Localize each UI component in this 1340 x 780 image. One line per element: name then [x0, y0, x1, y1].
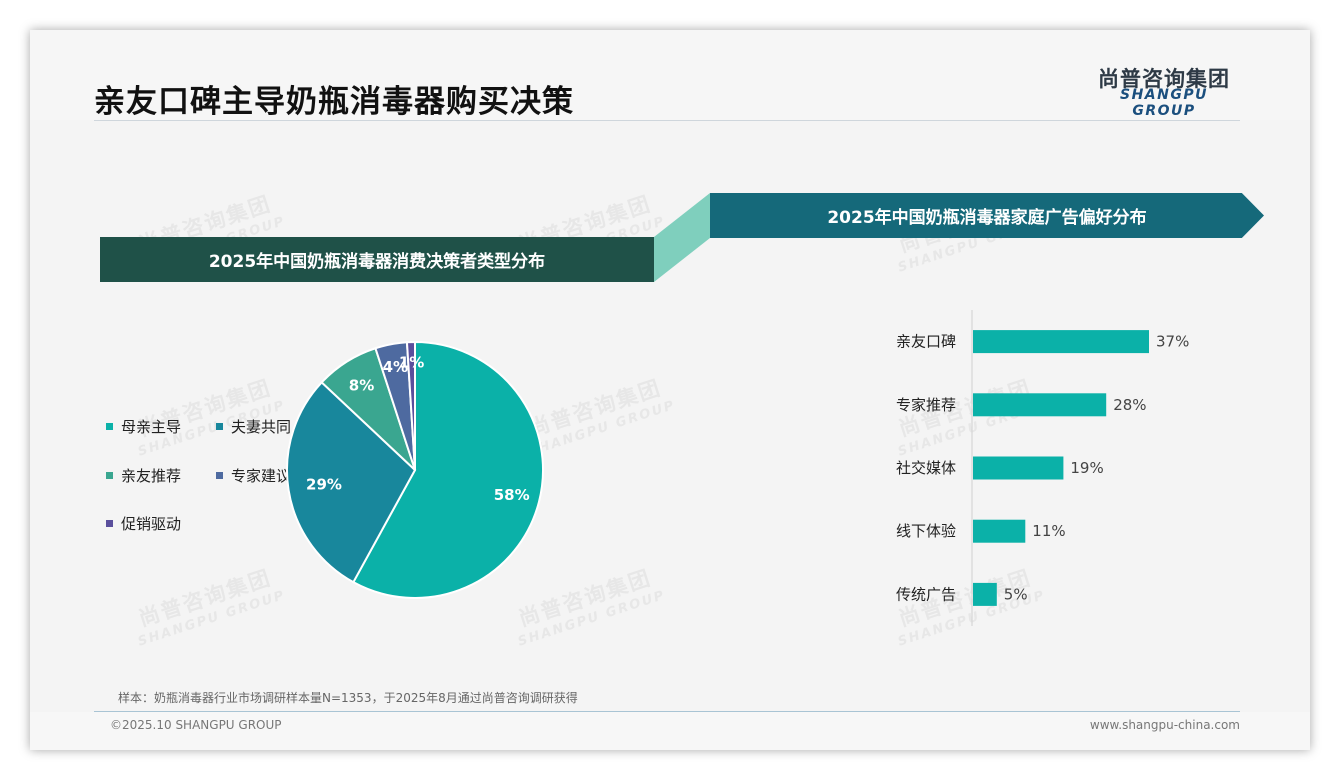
pie-slice-label: 29%	[306, 475, 342, 493]
legend-swatch	[216, 423, 223, 430]
watermark: 尚普咨询集团 SHANGPU GROUP	[127, 559, 288, 650]
legend-label: 促销驱动	[121, 515, 182, 533]
pie-chart-title-banner: 2025年中国奶瓶消毒器消费决策者类型分布	[100, 237, 654, 282]
banner-connector	[654, 193, 710, 282]
legend-swatch	[106, 423, 113, 430]
legend-label: 母亲主导	[121, 418, 182, 436]
copyright-text: ©2025.10 SHANGPU GROUP	[110, 718, 282, 732]
watermark-cn: 尚普咨询集团	[135, 565, 275, 632]
bar-chart-title: 2025年中国奶瓶消毒器家庭广告偏好分布	[827, 208, 1147, 228]
pie-slice	[351, 340, 544, 599]
watermark-en: SHANGPU GROUP	[136, 587, 288, 650]
bar-value-label: 5%	[1004, 585, 1028, 603]
legend-label: 夫妻共同	[231, 418, 292, 436]
legend-label: 专家建议	[231, 467, 292, 485]
bar-value-label: 19%	[1070, 459, 1103, 477]
legend-item: 夫妻共同	[216, 416, 291, 437]
header-band	[30, 30, 1310, 120]
pie-slice-label: 58%	[494, 486, 530, 504]
slide: 亲友口碑主导奶瓶消毒器购买决策 尚普咨询集团 SHANGPU GROUP 尚普咨…	[30, 30, 1310, 750]
footer-band	[30, 712, 1310, 750]
logo-chinese-name: 尚普咨询集团	[1098, 67, 1230, 91]
legend-item: 促销驱动	[106, 513, 181, 534]
sample-footnote: 样本：奶瓶消毒器行业市场调研样本量N=1353，于2025年8月通过尚普咨询调研…	[118, 691, 578, 705]
title-divider	[94, 120, 1240, 121]
pie-slice-label: 1%	[399, 354, 424, 372]
legend-swatch	[106, 520, 113, 527]
bar	[973, 582, 997, 606]
bar-chart-title-banner: 2025年中国奶瓶消毒器家庭广告偏好分布	[710, 193, 1264, 238]
bar-category-label: 专家推荐	[896, 396, 956, 414]
footer-divider	[94, 711, 1240, 712]
legend-swatch	[216, 472, 223, 479]
pie-chart-title: 2025年中国奶瓶消毒器消费决策者类型分布	[208, 252, 546, 272]
bar-value-label: 28%	[1113, 396, 1146, 414]
bar	[973, 393, 1107, 417]
legend-label: 亲友推荐	[121, 467, 182, 485]
pie-chart: 58% 29% 8% 4%1%	[286, 340, 544, 599]
pie-slice-label: 8%	[349, 377, 374, 395]
pie-legend: 母亲主导 夫妻共同 亲友推荐 专家建议 促销驱动	[100, 410, 330, 540]
legend-swatch	[106, 472, 113, 479]
bar	[973, 330, 1149, 354]
website-text: www.shangpu-china.com	[1089, 718, 1240, 732]
page-title: 亲友口碑主导奶瓶消毒器购买决策	[94, 84, 574, 120]
bar	[973, 456, 1064, 480]
logo-english-name: SHANGPU GROUP	[1120, 87, 1208, 119]
bar-category-label: 社交媒体	[896, 459, 956, 477]
legend-item: 亲友推荐	[106, 465, 181, 486]
banner-connector-shape	[654, 193, 710, 282]
pie-slice	[286, 380, 417, 584]
bar-category-label: 线下体验	[896, 522, 956, 540]
bar-category-label: 传统广告	[896, 585, 956, 603]
bar-chart: 亲友口碑 37% 专家推荐 28% 社交媒体 19% 线下体验 11% 传统广告 5%	[896, 310, 1189, 626]
legend-item: 母亲主导	[106, 416, 181, 437]
bar	[973, 519, 1026, 543]
bar-value-label: 37%	[1156, 333, 1189, 351]
bar-category-label: 亲友口碑	[896, 333, 956, 351]
legend-item: 专家建议	[216, 465, 291, 486]
bar-value-label: 11%	[1032, 522, 1065, 540]
pie-slice	[405, 340, 416, 471]
pie-slice-label: 4%	[383, 358, 408, 376]
